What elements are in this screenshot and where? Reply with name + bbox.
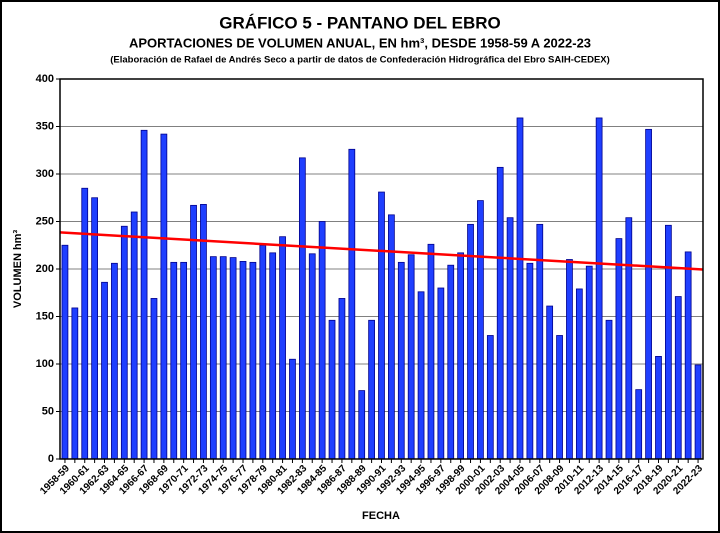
bar xyxy=(229,257,237,460)
bar xyxy=(81,187,89,460)
bar xyxy=(279,236,286,460)
bar xyxy=(289,358,296,460)
bar xyxy=(486,335,494,460)
bar xyxy=(200,203,207,460)
y-tick-label: 400 xyxy=(36,73,54,85)
bar xyxy=(635,389,643,460)
bar xyxy=(605,319,613,460)
bar xyxy=(526,262,534,460)
bar xyxy=(219,256,227,460)
bar xyxy=(556,335,563,460)
bar xyxy=(249,261,257,460)
bar xyxy=(101,281,108,460)
bar xyxy=(447,264,455,460)
bar xyxy=(170,261,178,460)
bar xyxy=(427,243,435,460)
bar xyxy=(546,305,554,460)
y-tick-label: 100 xyxy=(36,358,54,370)
bar xyxy=(91,197,98,460)
bar xyxy=(467,223,474,460)
bar xyxy=(190,204,197,460)
bar xyxy=(684,251,692,460)
bar xyxy=(665,224,672,460)
bar xyxy=(308,253,316,460)
bar xyxy=(368,319,375,460)
bar xyxy=(516,117,524,460)
bar xyxy=(150,298,158,460)
bar xyxy=(61,244,69,460)
bar xyxy=(585,265,593,460)
bar xyxy=(674,296,682,460)
bar xyxy=(655,355,662,460)
bar xyxy=(378,191,385,460)
bar xyxy=(477,200,484,460)
bar xyxy=(209,256,217,460)
bar xyxy=(298,157,306,460)
bar xyxy=(160,133,168,460)
bar xyxy=(457,252,465,460)
bar xyxy=(239,260,247,460)
bar xyxy=(496,166,504,460)
y-tick-label: 150 xyxy=(36,310,54,322)
bar xyxy=(328,319,336,460)
y-axis-label: VOLUMEN hm³ xyxy=(12,230,24,309)
bar xyxy=(111,262,118,460)
bar xyxy=(595,117,603,460)
bar xyxy=(338,298,346,460)
bar xyxy=(140,129,148,460)
bar xyxy=(566,259,573,460)
x-axis-label: FECHA xyxy=(362,510,400,522)
bar xyxy=(615,238,623,460)
bar xyxy=(71,307,79,460)
bar xyxy=(259,244,267,460)
bar xyxy=(437,287,445,460)
bar xyxy=(269,252,277,460)
bar xyxy=(417,291,425,460)
bar xyxy=(694,364,702,460)
y-tick-label: 200 xyxy=(36,263,54,275)
bar xyxy=(358,390,366,460)
y-tick-label: 350 xyxy=(36,120,54,132)
bar xyxy=(625,217,633,460)
y-tick-label: 50 xyxy=(42,405,54,417)
bar xyxy=(130,211,138,460)
bar xyxy=(120,225,128,460)
bar xyxy=(318,221,326,460)
trend-line xyxy=(59,231,704,271)
plot-border xyxy=(59,78,704,460)
bar xyxy=(397,261,405,460)
chart-subtitle: APORTACIONES DE VOLUMEN ANUAL, EN hm³, D… xyxy=(129,35,591,50)
bar xyxy=(180,261,188,460)
y-tick-label: 0 xyxy=(48,453,54,465)
bar xyxy=(575,288,583,460)
chart-title: GRÁFICO 5 - PANTANO DEL EBRO xyxy=(219,13,500,32)
bar xyxy=(506,217,514,460)
bar xyxy=(348,148,356,460)
bar xyxy=(407,254,415,460)
chart-note: (Elaboración de Rafael de Andrés Seco a … xyxy=(110,55,610,66)
bar xyxy=(645,128,652,460)
y-tick-label: 300 xyxy=(36,168,54,180)
y-tick-label: 250 xyxy=(36,215,54,227)
